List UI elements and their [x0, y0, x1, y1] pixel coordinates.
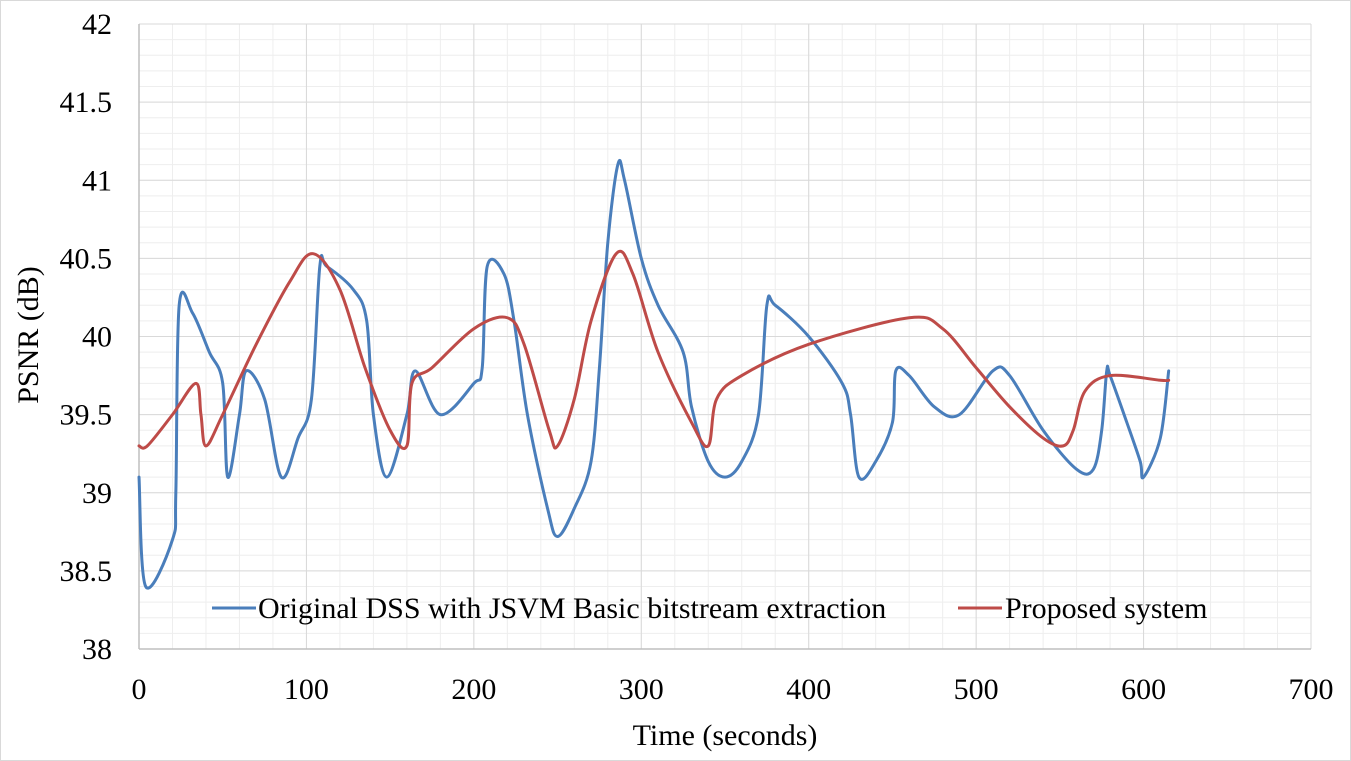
x-tick-labels: 0 100 200 300 400 500 600 700: [132, 673, 1334, 706]
y-tick-labels: 38 38.5 39 39.5 40 40.5 41 41.5 42: [60, 8, 113, 666]
x-tick-label: 400: [786, 673, 831, 706]
series-line-original-dss: [137, 158, 1171, 590]
y-tick-label: 41: [82, 164, 112, 197]
x-tick-label: 700: [1289, 673, 1334, 706]
y-tick-label: 40.5: [60, 242, 113, 275]
x-tick-label: 200: [451, 673, 496, 706]
x-tick-label: 500: [954, 673, 999, 706]
x-axis-title: Time (seconds): [633, 719, 818, 752]
y-tick-label: 39.5: [60, 399, 113, 432]
y-axis-title: PSNR (dB): [12, 266, 45, 404]
x-tick-label: 100: [284, 673, 329, 706]
legend-label-proposed-system: Proposed system: [1005, 592, 1208, 625]
legend-label-original-dss: Original DSS with JSVM Basic bitstream e…: [258, 592, 886, 625]
y-tick-label: 39: [82, 477, 112, 510]
y-tick-label: 42: [82, 8, 112, 41]
series-line-proposed-system: [137, 249, 1171, 451]
legend: Original DSS with JSVM Basic bitstream e…: [212, 592, 1208, 625]
x-tick-label: 0: [132, 673, 147, 706]
x-tick-label: 300: [619, 673, 664, 706]
y-tick-label: 38.5: [60, 555, 113, 588]
x-tick-label: 600: [1121, 673, 1166, 706]
y-tick-label: 40: [82, 321, 112, 354]
y-tick-label: 38: [82, 633, 112, 666]
y-tick-label: 41.5: [60, 86, 113, 119]
series-layer: [137, 158, 1171, 590]
